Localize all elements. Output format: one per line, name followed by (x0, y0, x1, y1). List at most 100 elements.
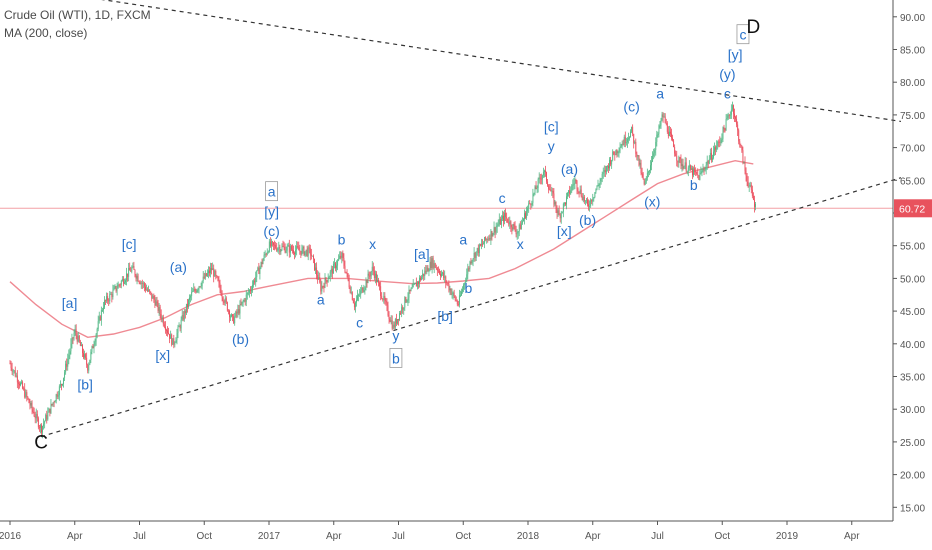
candle-body (118, 284, 120, 286)
last-price-label: 60.72 (899, 203, 925, 215)
candle-body (708, 158, 710, 164)
candle-body (45, 414, 47, 422)
candle-body (578, 191, 580, 193)
candle-body (407, 297, 409, 301)
candle-body (533, 192, 535, 195)
candle-body (656, 134, 658, 142)
candle-body (548, 185, 550, 190)
candle-body (498, 219, 500, 225)
candle-body (196, 290, 198, 293)
candle-body (520, 223, 522, 230)
candle-body (646, 172, 648, 178)
candle-body (643, 178, 645, 185)
candle-body (664, 116, 666, 123)
candle-body (232, 314, 234, 317)
candle-body (570, 190, 572, 194)
candle-body (592, 198, 594, 202)
candle-body (362, 287, 364, 292)
candle-body (530, 203, 532, 205)
candle-body (215, 271, 217, 276)
candle-body (551, 190, 553, 192)
candle-body (116, 288, 118, 291)
candle-body (49, 408, 51, 414)
candle-body (410, 288, 412, 291)
candle-body (697, 174, 699, 176)
candle-body (751, 189, 753, 196)
candle-body (651, 161, 652, 166)
candle-body (602, 172, 604, 174)
candle-body (235, 311, 237, 317)
price-tick-label: 90.00 (900, 13, 925, 24)
candle-body (14, 370, 16, 377)
candle-body (152, 296, 154, 299)
candle-body (252, 285, 253, 291)
time-tick-label: Oct (196, 531, 212, 542)
candle-body (282, 246, 284, 248)
wave-label: b (465, 280, 473, 296)
candle-body (560, 212, 562, 219)
candle-body (57, 395, 59, 397)
candle-body (51, 403, 53, 405)
candle-body (726, 118, 728, 120)
candle-body (322, 286, 324, 287)
candle-body (77, 335, 79, 342)
candle-body (642, 173, 644, 179)
candle-body (492, 233, 494, 237)
candle-body (456, 300, 458, 305)
candle-body (377, 279, 378, 282)
candle-body (238, 309, 240, 314)
candle-body (591, 199, 593, 202)
candle-body (62, 384, 63, 386)
candle-body (431, 258, 433, 268)
candle-body (412, 284, 414, 288)
candle-body (684, 162, 686, 167)
candle-body (595, 189, 597, 193)
lower-trendline (40, 177, 902, 438)
wave-label: y (548, 138, 555, 154)
wave-label: c (356, 314, 363, 330)
candle-body (107, 296, 109, 301)
candle-body (306, 249, 308, 256)
candle-body (423, 273, 425, 276)
candle-body (264, 254, 266, 256)
candle-body (601, 173, 603, 179)
candle-body (582, 196, 584, 200)
last-price-tag (894, 199, 932, 218)
candle-body (42, 426, 43, 433)
candle-body (58, 386, 60, 396)
price-tick-label: 50.00 (900, 274, 925, 285)
candle-body (72, 337, 74, 339)
candle-body (505, 213, 507, 218)
candle-body (284, 246, 286, 253)
candle-body (280, 249, 282, 252)
candle-body (536, 188, 538, 190)
candle-body (177, 326, 179, 333)
candle-body (622, 143, 624, 145)
candle-body (217, 276, 219, 281)
candle-body (538, 177, 540, 180)
candle-body (743, 161, 745, 163)
candle-body (278, 247, 280, 249)
candle-body (157, 301, 159, 311)
candle-body (721, 138, 723, 140)
candle-body (44, 421, 46, 424)
candle-body (214, 271, 216, 277)
candle-body (29, 402, 31, 406)
candle-body (146, 289, 147, 291)
candle-body (677, 160, 679, 163)
candle-body (296, 246, 298, 251)
candle-body (511, 227, 513, 230)
candle-body (50, 403, 52, 414)
candle-body (671, 133, 672, 138)
candle-body (517, 231, 519, 234)
time-tick-label: Apr (844, 531, 860, 542)
candle-body (191, 292, 193, 297)
candle-body (556, 208, 558, 214)
indicator-label: MA (200, close) (4, 26, 88, 40)
candle-body (341, 252, 343, 258)
candle-body (32, 409, 34, 412)
candle-body (641, 173, 643, 174)
candle-body (447, 283, 449, 285)
candle-body (748, 185, 750, 187)
